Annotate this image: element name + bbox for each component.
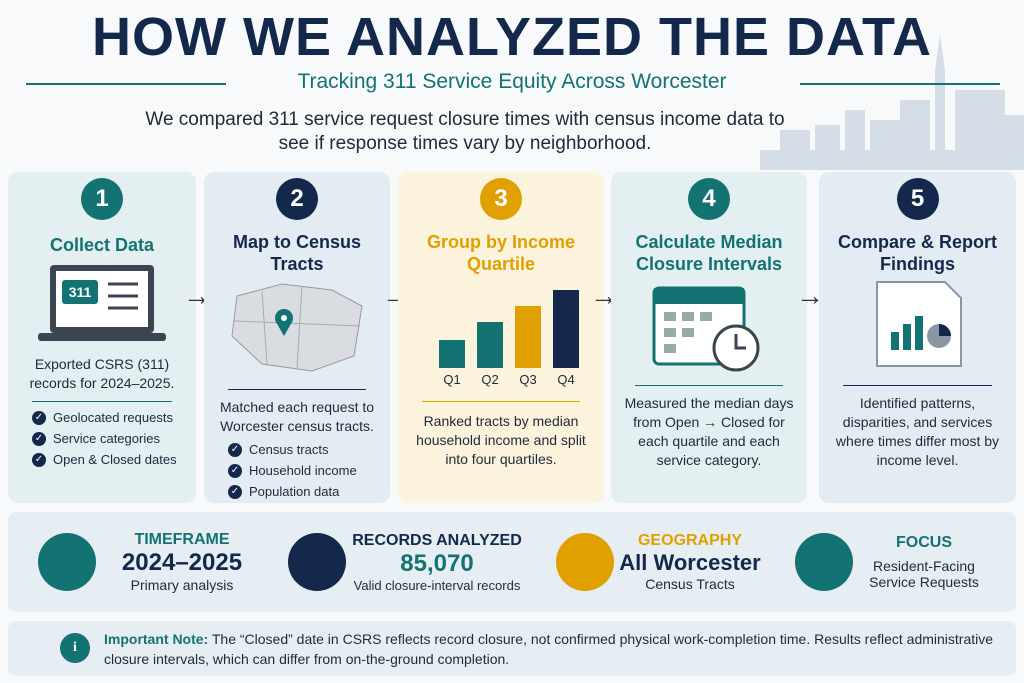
step-title: Calculate Median Closure Intervals (635, 232, 783, 274)
bullet: Household income (228, 463, 380, 478)
step-card: 1 Collect Data 311 Exported CSRS (311) r… (8, 172, 196, 503)
step-card: 3 Group by Income Quartile Q1 Q2 Q3 Q4 Rank… (398, 172, 604, 503)
stat-value: 2024–2025 (121, 549, 243, 576)
intro: We compared 311 service request closure … (145, 109, 785, 154)
stat-label: GEOGRAPHY (637, 532, 742, 549)
stat-caption: Primary analysis (130, 577, 234, 593)
stat: FOCUS Resident-Facing Service Requests (795, 512, 995, 612)
icon-text: 311 (69, 284, 92, 300)
icon-label: Q3 (519, 372, 536, 387)
step-number: 1 (81, 178, 123, 220)
rule (800, 83, 1000, 85)
step-title: Group by Income Quartile (426, 232, 576, 274)
bar-icon: Q1 Q2 Q3 Q4 (439, 290, 579, 387)
stat-label: TIMEFRAME (134, 531, 230, 548)
note-text: The “Closed” date in CSRS reflects recor… (104, 631, 994, 667)
step-title: Map to Census Tracts (232, 232, 361, 274)
step-description: Identified patterns, disparities, and se… (835, 395, 1000, 468)
icon-label: Q4 (557, 372, 574, 387)
stat-value: All Worcester (619, 550, 761, 575)
bullet: Open & Closed dates (32, 452, 186, 467)
bullet: Service categories (32, 431, 186, 446)
step-description: Measured the median days from Open → Clo… (624, 395, 794, 468)
stat: RECORDS ANALYZED 85,070 Valid closure-inte… (288, 512, 528, 612)
bullet-list: Census tracts Household income Population … (228, 442, 380, 499)
step-description: Ranked tracts by median household income… (416, 413, 586, 467)
step-card: 4 Calculate Median Closure Intervals Mea… (611, 172, 807, 503)
icon-label: Q2 (481, 372, 498, 387)
step-number: 5 (896, 178, 939, 220)
bullet: Geolocated requests (32, 410, 186, 425)
step-card: 2 Map to Census Tracts Matched each requ… (204, 172, 390, 503)
stat-caption: Valid closure-interval records (353, 577, 521, 593)
step-number: 3 (480, 178, 522, 220)
laptop-icon: 311 (38, 265, 166, 341)
step-title: Collect Data (49, 235, 155, 255)
calendar-icon (652, 286, 760, 372)
bullet: Population data (228, 484, 380, 499)
stat-label: FOCUS (896, 534, 952, 551)
stat: TIMEFRAME 2024–2025 Primary analysis (38, 512, 268, 612)
step-number: 2 (276, 178, 318, 220)
bullet: Census tracts (228, 442, 380, 457)
step-description: Matched each request to Worcester census… (219, 399, 375, 434)
map-icon (231, 283, 363, 372)
note: i Important Note: The “Closed” date in CS… (8, 621, 1016, 676)
stat: GEOGRAPHY All Worcester Census Tracts (556, 512, 766, 612)
step-card: 5 Compare & Report Findings Identified p… (819, 172, 1016, 503)
step-number: 4 (688, 178, 730, 220)
report-icon (875, 281, 962, 367)
stat-value: 85,070 (400, 549, 474, 577)
step-description: Exported CSRS (311) records for 2024–202… (29, 356, 175, 391)
stat-caption: Census Tracts (645, 576, 735, 592)
bullet-list: Geolocated requests Service categories Ope… (32, 410, 186, 467)
stat-caption: Resident-Facing Service Requests (869, 558, 979, 590)
subtitle: Tracking 311 Service Equity Across Worce… (297, 70, 727, 93)
skyline (760, 35, 1024, 170)
step-title: Compare & Report Findings (837, 232, 998, 274)
rule (26, 83, 226, 85)
icon-label: Q1 (443, 372, 460, 387)
title: HOW WE ANALYZED THE DATA (92, 7, 932, 67)
stat-label: RECORDS ANALYZED (352, 531, 522, 549)
note-label: Important Note: (104, 631, 209, 647)
